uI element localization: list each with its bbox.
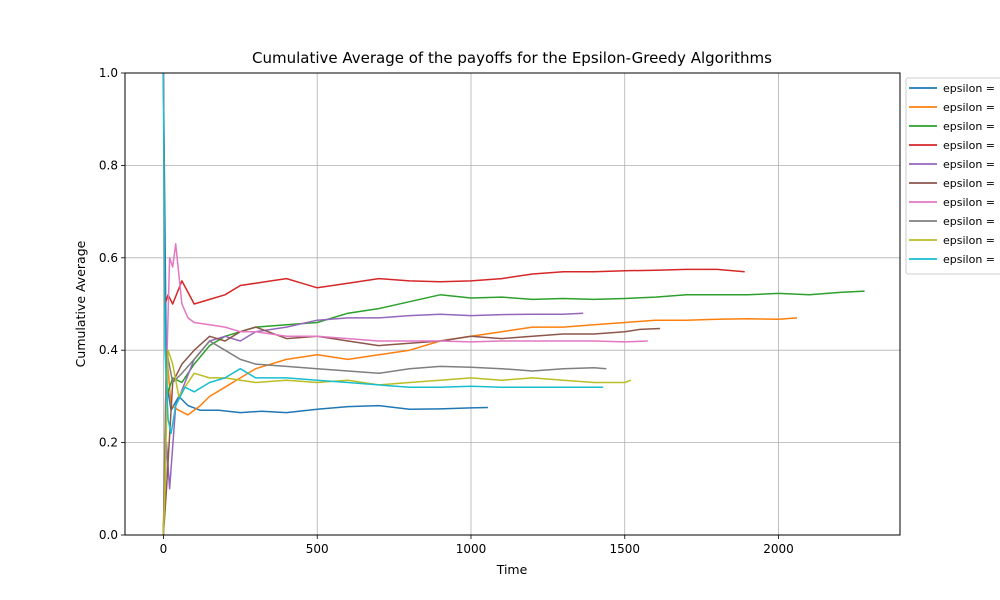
x-tick-label: 1000: [456, 542, 487, 556]
legend: epsilon = epsilon = epsilon = epsilon = epsi…: [905, 77, 1000, 275]
legend-label: epsilon =: [943, 253, 995, 266]
legend-label: epsilon =: [943, 120, 995, 133]
series-line-6: [162, 326, 661, 535]
y-tick-label: 0.8: [99, 158, 118, 172]
series-line-10: [162, 73, 604, 435]
x-tick-label: 1500: [609, 542, 640, 556]
y-tick-label: 0.4: [99, 343, 118, 357]
series-layer: [162, 73, 865, 535]
legend-label: epsilon =: [943, 101, 995, 114]
legend-label: epsilon =: [943, 234, 995, 247]
y-tick-label: 0.6: [99, 251, 118, 265]
y-axis: 0.0 0.2 0.4 0.6 0.8 1.0: [99, 66, 125, 542]
legend-label: epsilon =: [943, 215, 995, 228]
y-tick-label: 1.0: [99, 66, 118, 80]
series-line-9: [162, 349, 632, 535]
x-tick-label: 0: [160, 542, 168, 556]
y-tick-label: 0.2: [99, 436, 118, 450]
x-tick-label: 500: [306, 542, 329, 556]
x-axis: 0 500 1000 1500 2000: [160, 535, 794, 556]
series-line-8: [162, 340, 607, 535]
x-tick-label: 2000: [763, 542, 794, 556]
y-tick-label: 0.0: [99, 528, 118, 542]
chart-title: Cumulative Average of the payoffs for th…: [252, 49, 772, 67]
legend-box: [905, 77, 1000, 275]
legend-label: epsilon =: [943, 196, 995, 209]
series-line-1: [162, 73, 488, 414]
legend-label: epsilon =: [943, 139, 995, 152]
series-line-2: [162, 317, 798, 535]
plot-frame: [124, 72, 901, 536]
legend-label: epsilon =: [943, 82, 995, 95]
y-axis-label: Cumulative Average: [73, 240, 88, 367]
legend-label: epsilon =: [943, 177, 995, 190]
series-line-3: [162, 290, 865, 535]
series-line-4: [162, 73, 745, 305]
legend-label: epsilon =: [943, 158, 995, 171]
series-line-7: [162, 243, 648, 535]
x-axis-label: Time: [496, 562, 528, 577]
